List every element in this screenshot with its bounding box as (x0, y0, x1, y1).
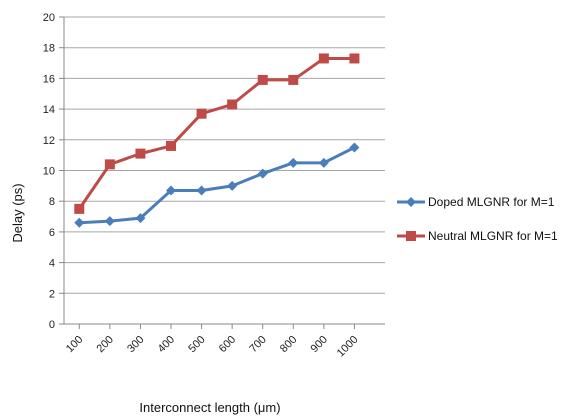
y-tick-label: 8 (49, 196, 55, 208)
y-tick-labels: 0 2 4 6 8 10 12 14 16 18 20 (43, 12, 55, 331)
x-tick-label: 800 (278, 334, 299, 355)
x-axis-title: Interconnect length (μm) (139, 400, 280, 415)
x-tick-label: 700 (247, 334, 268, 355)
x-tick-label: 600 (217, 334, 238, 355)
data-point (288, 157, 299, 168)
x-tick-label: 200 (95, 334, 116, 355)
x-tick-labels: 100 200 300 400 500 600 700 800 900 1000 (64, 324, 361, 359)
data-point (257, 168, 268, 179)
data-point (135, 213, 146, 224)
data-point (166, 185, 176, 196)
data-point (196, 185, 207, 196)
y-tick-label: 20 (43, 12, 55, 24)
x-tick-label: 500 (186, 334, 207, 355)
legend-label: Neutral MLGNR for M=1 (428, 229, 558, 243)
y-tick-label: 18 (43, 43, 55, 55)
series-layer (74, 53, 360, 228)
y-tick-label: 0 (49, 319, 55, 331)
x-tick-label: 300 (125, 334, 146, 355)
y-tick-label: 4 (49, 258, 55, 270)
legend-label: Doped MLGNR for M=1 (428, 195, 555, 209)
data-point (135, 148, 146, 159)
axes (63, 17, 385, 325)
data-point (318, 53, 329, 64)
y-tick-label: 16 (43, 73, 55, 85)
x-tick-label: 100 (64, 334, 85, 355)
data-point (318, 157, 329, 168)
data-point (288, 74, 299, 85)
data-point (227, 180, 238, 191)
y-tick-label: 14 (43, 104, 55, 116)
y-tick-label: 10 (43, 166, 55, 178)
data-point (166, 140, 176, 151)
x-tick-label: 900 (309, 334, 330, 355)
y-tick-label: 6 (49, 227, 55, 239)
gridlines (59, 16, 385, 325)
square-marker-icon (406, 231, 416, 241)
y-tick-label: 2 (49, 288, 55, 300)
data-point (104, 216, 115, 227)
x-tick-label: 400 (156, 334, 177, 355)
x-tick-label: 1000 (335, 334, 361, 360)
series-line (78, 56, 355, 210)
data-point (74, 203, 85, 214)
legend-item: Doped MLGNR for M=1 (397, 195, 555, 209)
data-point (349, 142, 360, 153)
data-point (74, 217, 85, 228)
legend-item: Neutral MLGNR for M=1 (397, 229, 558, 243)
data-point (104, 159, 115, 170)
series-line (79, 146, 356, 225)
series-1 (74, 142, 360, 228)
data-point (257, 74, 268, 85)
diamond-marker-icon (406, 197, 416, 207)
series-2 (74, 53, 360, 214)
y-tick-label: 12 (43, 135, 55, 147)
y-axis-title: Delay (ps) (10, 183, 25, 242)
data-point (196, 108, 207, 119)
legend: Doped MLGNR for M=1 Neutral MLGNR for M=1 (397, 195, 558, 243)
data-point (349, 53, 360, 64)
data-point (227, 99, 238, 110)
